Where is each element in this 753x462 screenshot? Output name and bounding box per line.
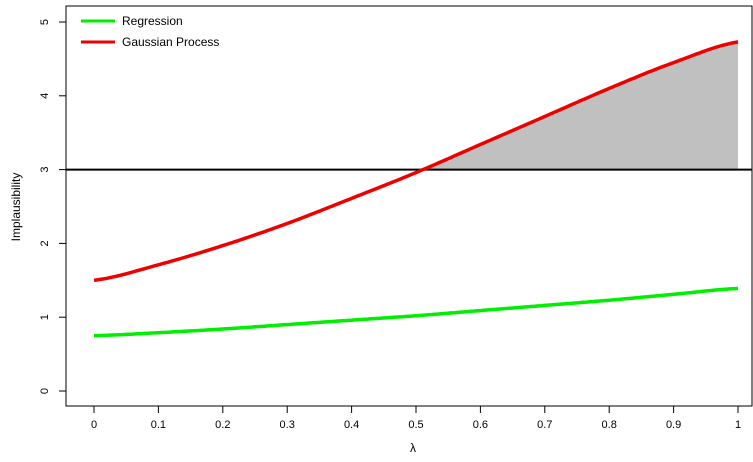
x-tick-label: 0.2 [215, 419, 230, 431]
legend-label-regression: Regression [122, 14, 183, 28]
y-tick-label: 3 [39, 167, 51, 173]
x-axis-title: λ [410, 441, 416, 455]
x-tick-label: 0.5 [408, 419, 423, 431]
plot-frame [65, 5, 753, 407]
series-line-regression [94, 286, 739, 338]
y-tick-label: 5 [39, 19, 51, 25]
shaded-exceedance-region [423, 41, 738, 170]
x-tick-label: 0.3 [280, 419, 295, 431]
x-tick-label: 0 [91, 419, 97, 431]
y-axis-title: Implausibility [9, 173, 23, 242]
y-tick-label: 4 [39, 93, 51, 99]
x-tick-label: 1 [735, 419, 741, 431]
x-tick-label: 0.9 [666, 419, 681, 431]
x-tick-label: 0.7 [537, 419, 552, 431]
y-axis: 0 1 2 3 4 5 [39, 19, 67, 394]
plot-area [66, 40, 752, 338]
y-tick-label: 1 [39, 314, 51, 320]
x-tick-label: 0.6 [473, 419, 488, 431]
x-tick-label: 0.1 [151, 419, 166, 431]
legend-label-gaussian-process: Gaussian Process [122, 35, 219, 49]
legend: Regression Gaussian Process [81, 14, 219, 49]
x-tick-label: 0.4 [344, 419, 359, 431]
y-tick-label: 0 [39, 388, 51, 394]
series-line-gaussian-process [93, 40, 739, 283]
y-tick-label: 2 [39, 240, 51, 246]
x-tick-label: 0.8 [602, 419, 617, 431]
x-axis: 0 0.1 0.2 0.3 0.4 0.5 0.6 0.7 0.8 0.9 1 [91, 405, 741, 431]
